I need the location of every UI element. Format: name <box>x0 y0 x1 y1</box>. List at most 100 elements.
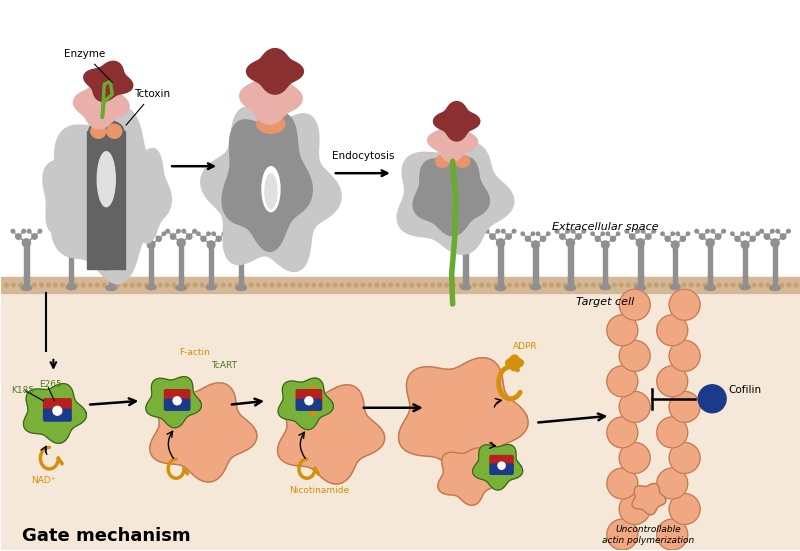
Circle shape <box>462 241 470 249</box>
Circle shape <box>170 234 176 239</box>
Polygon shape <box>74 80 129 129</box>
Ellipse shape <box>106 125 122 138</box>
Circle shape <box>26 283 30 287</box>
Circle shape <box>89 283 92 287</box>
Bar <box>2 293 800 550</box>
Circle shape <box>270 283 274 287</box>
Polygon shape <box>52 107 168 284</box>
Circle shape <box>291 283 294 287</box>
Circle shape <box>636 239 644 247</box>
Circle shape <box>760 229 763 233</box>
Bar <box>238 243 243 277</box>
Circle shape <box>671 232 674 235</box>
Ellipse shape <box>176 285 186 290</box>
Circle shape <box>766 283 770 287</box>
Circle shape <box>669 341 700 371</box>
Bar <box>70 276 74 287</box>
Circle shape <box>27 229 31 233</box>
Circle shape <box>212 232 215 235</box>
Circle shape <box>74 283 78 287</box>
Circle shape <box>147 232 150 235</box>
Circle shape <box>32 234 37 239</box>
Circle shape <box>256 283 260 287</box>
Circle shape <box>690 283 693 287</box>
Circle shape <box>546 232 550 235</box>
Circle shape <box>33 283 36 287</box>
Circle shape <box>179 283 183 287</box>
Circle shape <box>197 232 200 235</box>
Circle shape <box>662 283 665 287</box>
Circle shape <box>613 283 616 287</box>
Bar <box>70 245 74 277</box>
Circle shape <box>497 239 505 247</box>
Bar <box>568 275 573 288</box>
Circle shape <box>354 283 358 287</box>
Text: Endocytosis: Endocytosis <box>331 151 394 161</box>
Circle shape <box>606 283 609 287</box>
Circle shape <box>585 283 588 287</box>
Circle shape <box>263 283 266 287</box>
Circle shape <box>54 283 57 287</box>
Circle shape <box>158 283 162 287</box>
Circle shape <box>222 283 225 287</box>
Ellipse shape <box>495 285 506 290</box>
Circle shape <box>214 283 218 287</box>
Circle shape <box>735 236 740 241</box>
Circle shape <box>57 232 60 235</box>
Circle shape <box>676 232 679 235</box>
Circle shape <box>619 391 650 423</box>
Text: Cofilin: Cofilin <box>728 385 762 395</box>
Circle shape <box>741 232 744 235</box>
Circle shape <box>333 283 337 287</box>
Circle shape <box>606 232 610 235</box>
Circle shape <box>669 442 700 473</box>
Circle shape <box>564 283 567 287</box>
Circle shape <box>141 236 146 241</box>
Circle shape <box>368 283 371 287</box>
Text: Tctoxin: Tctoxin <box>126 89 170 125</box>
Circle shape <box>669 289 700 320</box>
Circle shape <box>746 232 750 235</box>
Text: TcART: TcART <box>211 361 237 370</box>
Circle shape <box>193 229 197 233</box>
Circle shape <box>641 229 645 233</box>
Polygon shape <box>118 148 171 243</box>
Circle shape <box>774 283 777 287</box>
Circle shape <box>102 283 106 287</box>
Ellipse shape <box>530 285 541 290</box>
Circle shape <box>53 406 62 415</box>
Ellipse shape <box>265 174 277 209</box>
Circle shape <box>389 283 393 287</box>
Circle shape <box>77 236 82 241</box>
Bar <box>209 276 213 287</box>
Circle shape <box>794 283 798 287</box>
Text: Gate mechanism: Gate mechanism <box>22 527 190 544</box>
Circle shape <box>601 232 605 235</box>
Circle shape <box>550 283 554 287</box>
Circle shape <box>770 229 774 233</box>
Bar <box>603 245 607 277</box>
Circle shape <box>61 236 66 241</box>
Circle shape <box>514 283 518 287</box>
Circle shape <box>473 283 476 287</box>
Polygon shape <box>473 445 522 490</box>
Circle shape <box>607 468 638 499</box>
Circle shape <box>571 229 575 233</box>
Circle shape <box>787 283 791 287</box>
FancyBboxPatch shape <box>296 399 322 410</box>
Circle shape <box>715 234 721 239</box>
Circle shape <box>576 234 582 239</box>
Circle shape <box>46 283 50 287</box>
Circle shape <box>173 397 181 405</box>
Bar <box>498 275 502 288</box>
Circle shape <box>641 283 644 287</box>
FancyBboxPatch shape <box>165 399 190 410</box>
Circle shape <box>669 283 672 287</box>
Ellipse shape <box>635 285 646 290</box>
Bar <box>179 275 183 288</box>
FancyBboxPatch shape <box>43 409 71 421</box>
Circle shape <box>230 234 236 239</box>
Circle shape <box>742 241 749 249</box>
Circle shape <box>200 283 204 287</box>
Circle shape <box>498 462 505 469</box>
